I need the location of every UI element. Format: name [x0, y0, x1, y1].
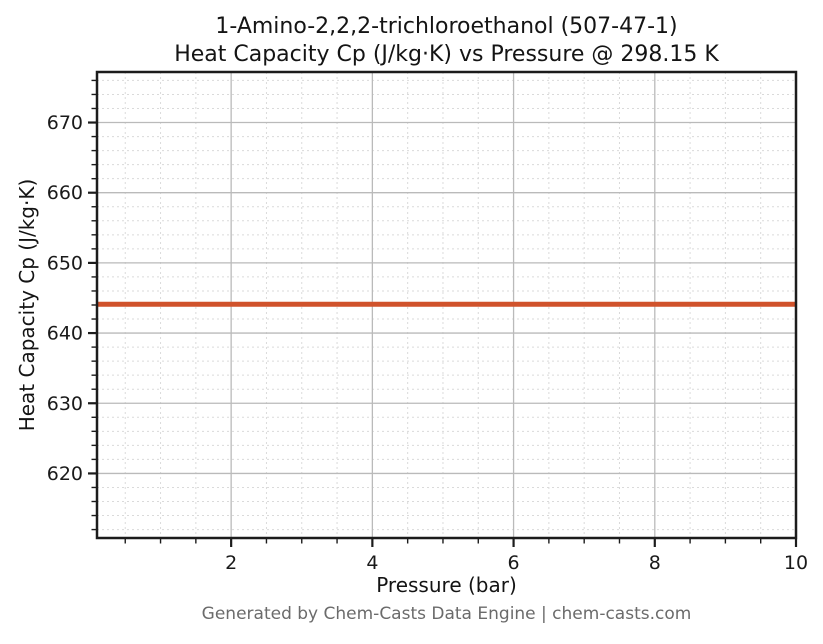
x-tick-label: 10 [784, 552, 808, 574]
y-tick-label: 660 [47, 182, 83, 204]
plot-border [95, 70, 798, 540]
footer-attribution: Generated by Chem-Casts Data Engine | ch… [201, 604, 692, 624]
x-tick-label: 8 [649, 552, 661, 574]
y-tick-label: 640 [47, 323, 83, 345]
chart-title-line1: 1-Amino-2,2,2-trichloroethanol (507-47-1… [215, 14, 678, 39]
y-tick-label: 630 [47, 393, 83, 415]
y-tick-label: 620 [47, 463, 83, 485]
y-axis-label: Heat Capacity Cp (J/kg·K) [15, 178, 39, 432]
y-tick-label: 650 [47, 252, 83, 274]
chart-title-line2: Heat Capacity Cp (J/kg·K) vs Pressure @ … [174, 42, 719, 67]
x-tick-label: 4 [366, 552, 378, 574]
x-tick-label: 2 [225, 552, 237, 574]
y-tick-label: 670 [47, 112, 83, 134]
x-axis-label: Pressure (bar) [376, 573, 517, 597]
x-tick-label: 6 [508, 552, 520, 574]
chart-title: 1-Amino-2,2,2-trichloroethanol (507-47-1… [97, 13, 796, 69]
